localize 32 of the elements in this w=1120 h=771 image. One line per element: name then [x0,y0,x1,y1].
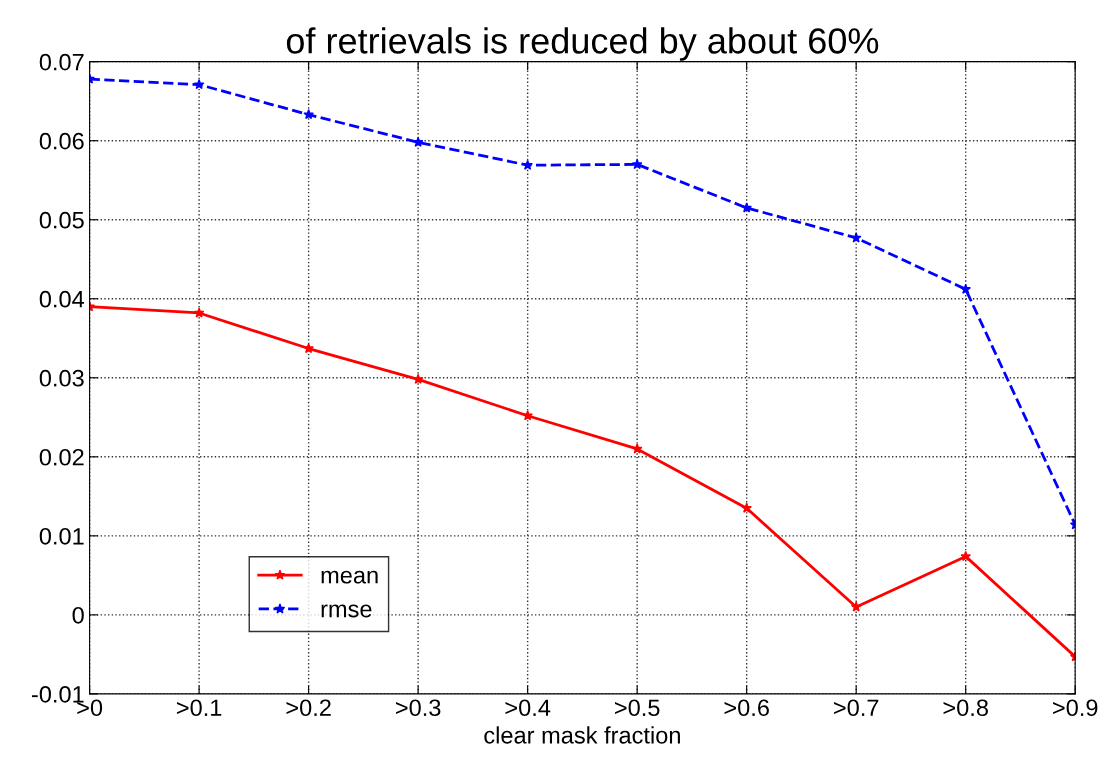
point [193,79,205,90]
x-tick-label: >0.5 [615,699,660,717]
point [303,342,314,354]
point [303,109,314,120]
point [193,307,205,318]
legend-label: rmse [321,604,372,618]
y-tick-label: 0.01 [39,527,84,545]
x-axis-title: clear mask fraction [484,726,680,744]
y-tick-label: 0.07 [39,53,84,71]
y-tick-label: 0.04 [39,290,85,308]
x-tick-label: >0.6 [724,699,769,717]
y-tick-label: 0.05 [39,211,84,229]
point [741,202,752,213]
x-tick-label: >0.1 [176,699,222,717]
x-tick-label: >0.2 [286,699,331,717]
y-tick-label: 0.03 [39,369,84,387]
x-tick-label: >0.8 [943,699,988,717]
y-tick-label: 0 [72,606,84,624]
x-tick-label: >0.9 [1053,699,1098,717]
y-tick-label: 0.06 [39,132,84,150]
point [522,410,533,421]
x-tick-label: >0.7 [834,699,879,717]
legend-label: mean [321,570,378,584]
point [850,601,862,612]
y-tick-label: 0.02 [39,448,84,466]
point [631,158,643,170]
chart-title: of retrievals is reduced by about 60% [286,27,879,61]
point [960,283,972,294]
x-tick-label: >0.3 [395,699,441,717]
point [960,550,972,562]
point [741,502,752,513]
x-tick-label: >0.4 [505,699,551,717]
